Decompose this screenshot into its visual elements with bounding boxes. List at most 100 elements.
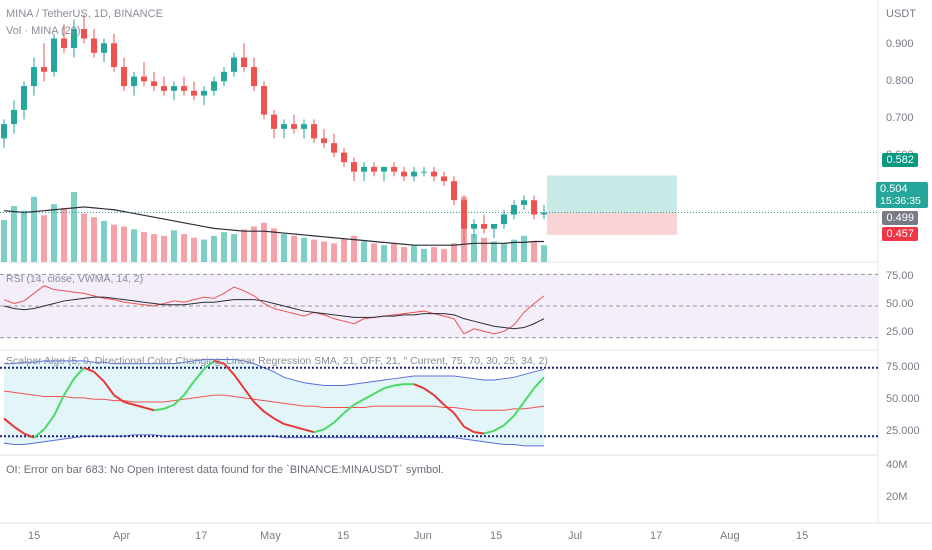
rsi-tick: 75.00: [886, 270, 914, 282]
volume-bar: [351, 235, 357, 262]
volume-bar: [211, 235, 217, 262]
algo-oscillator-segment: [213, 359, 225, 365]
currency-label: USDT: [886, 8, 916, 20]
algo-oscillator-segment: [173, 394, 185, 406]
volume-bar: [481, 237, 487, 262]
algo-oscillator-segment: [353, 398, 365, 406]
algo-oscillator-segment: [393, 383, 405, 387]
algo-oscillator-segment: [503, 414, 515, 427]
rsi-title[interactable]: RSI (14, close, VWMA, 14, 2): [6, 273, 144, 285]
volume-bar: [511, 239, 517, 262]
algo-oscillator-segment: [83, 366, 95, 373]
algo-oscillator-segment: [183, 380, 195, 396]
algo-tick: 25.000: [886, 425, 920, 437]
price-tick: 0.700: [886, 112, 914, 124]
volume-bar: [451, 243, 457, 262]
algo-oscillator-segment: [33, 428, 45, 439]
candle-body: [201, 90, 207, 96]
volume-bar: [101, 220, 107, 262]
volume-bar: [421, 248, 427, 262]
candle-body: [211, 81, 217, 91]
candle-body: [261, 86, 267, 115]
candle-body: [431, 171, 437, 177]
candle-body: [171, 86, 177, 91]
candle-body: [1, 124, 7, 139]
algo-oscillator-segment: [283, 422, 295, 428]
candle-body: [231, 57, 237, 72]
rsi-tick: 50.00: [886, 298, 914, 310]
algo-oscillator-segment: [453, 412, 465, 428]
algo-oscillator-segment: [243, 387, 255, 403]
algo-tick: 75.000: [886, 361, 920, 373]
candle-body: [451, 181, 457, 201]
candle-body: [371, 166, 377, 172]
candle-body: [531, 200, 537, 215]
volume-bar: [71, 192, 77, 262]
candle-body: [51, 38, 57, 72]
volume-indicator-label[interactable]: Vol · MINA (20): [6, 25, 81, 37]
algo-oscillator-segment: [53, 394, 65, 417]
candle-body: [411, 171, 417, 177]
candle-body: [381, 166, 387, 172]
algo-oscillator-segment: [93, 371, 105, 383]
time-tick: 15: [490, 530, 503, 542]
algo-title[interactable]: Scalper Algo (5, 0, Directional Color Ch…: [6, 355, 548, 367]
algo-oscillator-segment: [483, 429, 495, 435]
volume-bar: [321, 241, 327, 262]
time-tick: Jun: [414, 530, 432, 542]
price-tick: 0.800: [886, 75, 914, 87]
algo-oscillator-segment: [23, 432, 35, 439]
candle-body: [71, 29, 77, 49]
volume-bar: [21, 210, 27, 262]
algo-oscillator-segment: [233, 373, 245, 389]
volume-bar: [181, 234, 187, 262]
candle-body: [41, 67, 47, 72]
algo-oscillator-segment: [13, 425, 25, 435]
volume-bar: [11, 206, 17, 262]
bar-countdown: 15:36:35: [880, 195, 921, 207]
time-tick: Apr: [113, 530, 131, 542]
rsi-tick: 25.00: [886, 326, 914, 338]
oi-tick: 40M: [886, 459, 908, 471]
candle-body: [441, 176, 447, 182]
volume-bar: [431, 247, 437, 262]
volume-ma-line: [3, 206, 544, 246]
loss-zone: [547, 212, 677, 235]
candle-body: [131, 76, 137, 87]
candle-body: [331, 143, 337, 153]
algo-oscillator-segment: [63, 378, 75, 396]
volume-bar: [201, 239, 207, 262]
algo-oscillator-segment: [493, 424, 505, 432]
volume-bar: [331, 243, 337, 262]
volume-bar: [541, 245, 547, 262]
algo-oscillator-segment: [373, 387, 385, 395]
volume-bar: [41, 215, 47, 262]
symbol-title[interactable]: MINA / TetherUS, 1D, BINANCE: [6, 8, 163, 20]
candle-body: [101, 43, 107, 53]
algo-oscillator-segment: [203, 360, 215, 370]
volume-bar: [131, 229, 137, 262]
volume-bar: [441, 248, 447, 262]
volume-bar: [411, 245, 417, 262]
candle-body: [181, 86, 187, 91]
algo-oscillator-segment: [133, 403, 145, 409]
algo-oscillator-segment: [163, 403, 175, 410]
volume-bar: [401, 247, 407, 262]
volume-bar: [521, 235, 527, 262]
algo-oscillator-segment: [443, 403, 455, 414]
algo-oscillator-segment: [433, 394, 445, 406]
algo-oscillator-segment: [113, 394, 125, 403]
algo-oscillator-segment: [463, 425, 475, 434]
candle-body: [291, 124, 297, 129]
volume-bar: [491, 241, 497, 262]
candle-body: [461, 200, 467, 229]
time-tick: Jul: [568, 530, 583, 542]
volume-bar: [341, 238, 347, 262]
volume-bar: [231, 234, 237, 262]
volume-bar: [501, 243, 507, 262]
algo-oscillator-segment: [123, 401, 135, 406]
volume-bar: [141, 232, 147, 262]
stop-price-tag: 0.457: [882, 227, 918, 241]
oi-tick: 20M: [886, 491, 908, 503]
